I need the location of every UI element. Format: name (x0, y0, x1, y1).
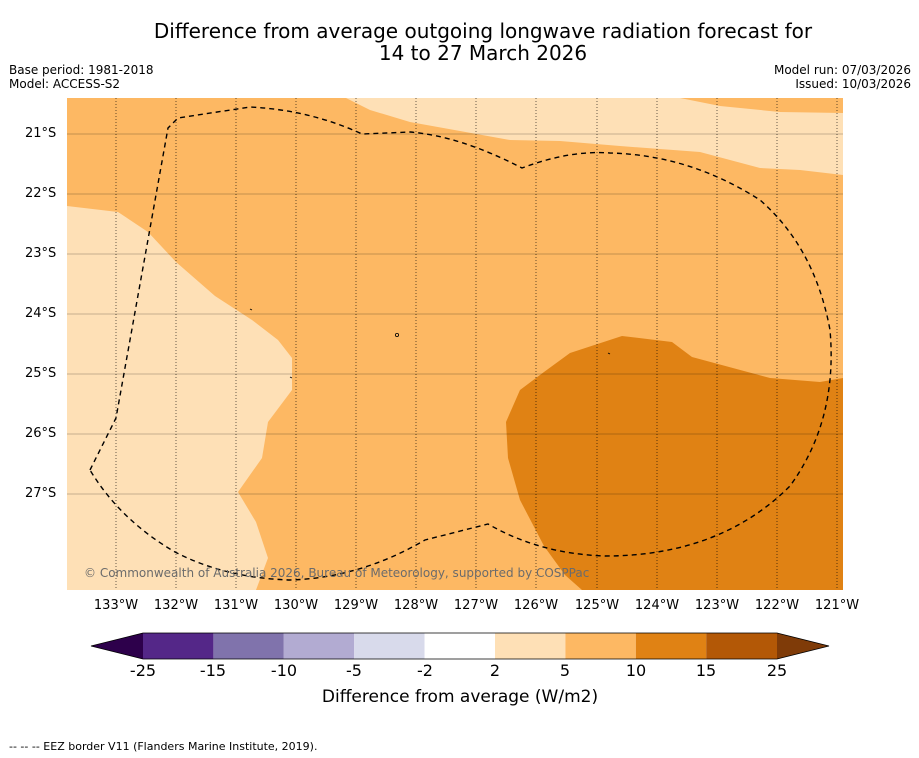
map-title: Difference from average outgoing longwav… (0, 20, 919, 64)
lon-label-122w: 122°W (754, 598, 800, 613)
colorbar-segment-3 (283, 633, 355, 659)
colorbar (90, 632, 830, 660)
model-name: Model: ACCESS-S2 (9, 77, 121, 91)
colorbar-outline (90, 632, 830, 660)
colorbar-segment-5 (424, 633, 495, 659)
lon-label-128w: 128°W (393, 598, 439, 613)
colorbar-min-extension (91, 633, 143, 659)
model-run: Model run: 07/03/2026 (773, 63, 911, 77)
lon-label-129w: 129°W (333, 598, 379, 613)
colorbar-tick-10: 25 (766, 661, 788, 680)
colorbar-segment-8 (635, 633, 707, 659)
colorbar-tick-9: 15 (695, 661, 717, 680)
colorbar-segment-7 (565, 633, 636, 659)
lon-label-125w: 125°W (574, 598, 620, 613)
map-area: © Commonwealth of Australia 2026, Bureau… (67, 98, 843, 590)
island-markers (249, 308, 611, 379)
title-line-2: 14 to 27 March 2026 (378, 41, 588, 65)
lon-label-132w: 132°W (153, 598, 199, 613)
base-period: Base period: 1981-2018 (9, 63, 154, 77)
colorbar-segment-9 (706, 633, 777, 659)
lat-label-21s: 21°S (25, 126, 57, 141)
title-line-1: Difference from average outgoing longwav… (153, 19, 813, 43)
issued-date: Issued: 10/03/2026 (795, 77, 911, 91)
colorbar-tick-7: 5 (559, 661, 571, 680)
lat-label-25s: 25°S (25, 366, 57, 381)
anomaly-2-5-region-north (346, 98, 843, 175)
colorbar-title: Difference from average (W/m2) (321, 687, 599, 707)
latitude-gridlines (67, 133, 843, 495)
colorbar-tick-3: -10 (270, 661, 298, 680)
lat-label-26s: 26°S (25, 426, 57, 441)
lon-label-127w: 127°W (453, 598, 499, 613)
lat-label-24s: 24°S (25, 306, 57, 321)
colorbar-tick-5: -2 (417, 661, 433, 680)
lat-label-22s: 22°S (25, 186, 57, 201)
lon-label-130w: 130°W (273, 598, 319, 613)
lon-label-131w: 131°W (213, 598, 259, 613)
colorbar-max-extension (777, 633, 829, 659)
lat-label-23s: 23°S (25, 246, 57, 261)
eez-border (89, 106, 832, 581)
colorbar-tick-4: -5 (346, 661, 362, 680)
lon-label-126w: 126°W (513, 598, 559, 613)
eez-legend-footnote: -- -- -- EEZ border V11 (Flanders Marine… (9, 740, 318, 753)
colorbar-tick-2: -15 (199, 661, 227, 680)
colorbar-segment-6 (495, 633, 566, 659)
longitude-gridlines (115, 98, 838, 590)
lon-label-121w: 121°W (814, 598, 860, 613)
colorbar-segment-2 (213, 633, 284, 659)
meta-right: Model run: 07/03/2026 Issued: 10/03/2026 (774, 63, 911, 91)
colorbar-tick-6: 2 (489, 661, 501, 680)
copyright-notice: © Commonwealth of Australia 2026, Bureau… (84, 566, 589, 580)
lon-label-133w: 133°W (93, 598, 139, 613)
colorbar-segment-4 (354, 633, 425, 659)
colorbar-tick-1: -25 (129, 661, 157, 680)
lon-label-124w: 124°W (634, 598, 680, 613)
colorbar-segment-1 (143, 633, 214, 659)
lon-label-123w: 123°W (694, 598, 740, 613)
lat-label-27s: 27°S (25, 486, 57, 501)
colorbar-tick-8: 10 (625, 661, 647, 680)
anomaly-10-15-region (506, 336, 843, 590)
meta-left: Base period: 1981-2018 Model: ACCESS-S2 (9, 63, 154, 91)
